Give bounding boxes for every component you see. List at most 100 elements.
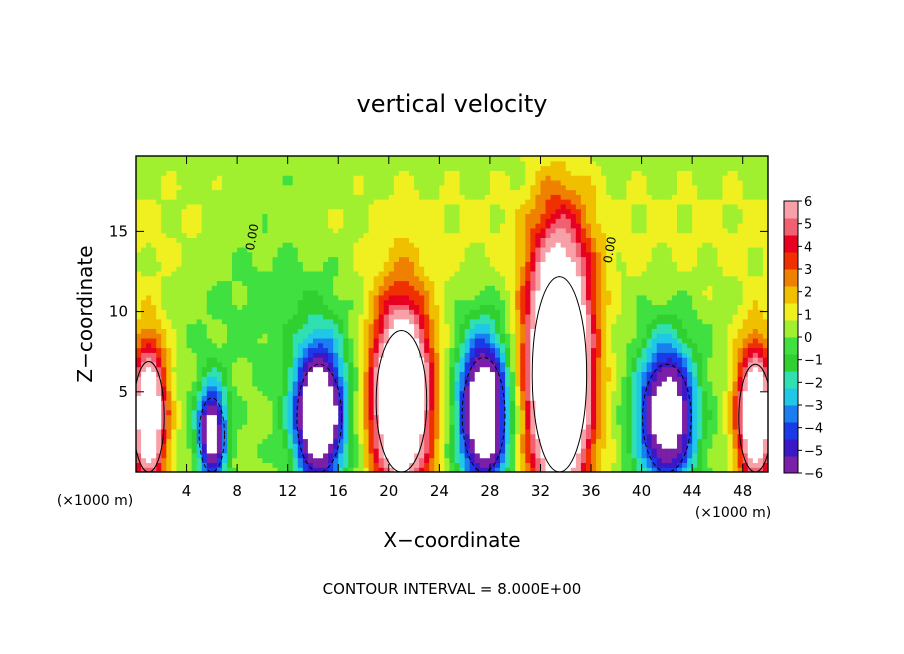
field-cell xyxy=(272,457,279,464)
field-cell xyxy=(398,400,405,406)
field-cell xyxy=(307,194,314,200)
field-cell xyxy=(242,232,248,238)
field-cell xyxy=(287,428,294,435)
field-cell xyxy=(292,232,299,238)
field-cell xyxy=(196,452,203,459)
field-cell xyxy=(227,467,233,472)
field-cell xyxy=(232,299,238,306)
field-cell xyxy=(267,443,274,449)
field-cell xyxy=(257,357,263,363)
field-cell xyxy=(353,390,360,396)
field-cell xyxy=(444,237,451,243)
field-cell xyxy=(515,452,521,459)
field-cell xyxy=(388,251,395,258)
field-cell xyxy=(221,414,228,420)
field-cell xyxy=(141,419,147,425)
field-cell xyxy=(510,242,516,248)
field-cell xyxy=(469,337,476,344)
field-cell xyxy=(439,419,446,425)
field-cell xyxy=(242,184,248,191)
field-cell xyxy=(439,170,446,176)
field-cell xyxy=(196,457,203,464)
field-cell xyxy=(419,290,425,296)
field-cell xyxy=(307,261,314,267)
field-cell xyxy=(333,194,339,200)
field-cell xyxy=(292,299,299,306)
field-cell xyxy=(146,337,152,344)
field-cell xyxy=(282,189,289,195)
field-cell xyxy=(242,428,248,435)
field-cell xyxy=(156,304,162,310)
field-cell xyxy=(409,156,415,162)
field-cell xyxy=(403,299,410,306)
field-cell xyxy=(449,361,456,368)
field-cell xyxy=(146,199,152,205)
field-cell xyxy=(414,333,420,339)
field-cell xyxy=(297,448,304,454)
field-cell xyxy=(459,352,466,358)
field-cell xyxy=(292,457,299,464)
field-cell xyxy=(151,184,157,191)
field-cell xyxy=(474,175,481,181)
field-cell xyxy=(216,443,223,449)
field-cell xyxy=(262,199,269,205)
field-cell xyxy=(227,352,233,358)
field-cell xyxy=(257,381,263,387)
field-cell xyxy=(444,170,451,176)
field-cell xyxy=(444,448,451,454)
field-cell xyxy=(277,208,284,215)
field-cell xyxy=(181,366,188,373)
field-cell xyxy=(227,223,233,229)
field-cell xyxy=(373,160,380,167)
field-cell xyxy=(454,175,461,181)
field-cell xyxy=(434,371,440,377)
field-cell xyxy=(515,395,521,401)
field-cell xyxy=(151,309,157,315)
field-cell xyxy=(211,170,218,176)
field-cell xyxy=(262,366,269,373)
field-cell xyxy=(515,448,521,454)
field-cell xyxy=(272,438,279,444)
field-cell xyxy=(414,290,420,296)
field-cell xyxy=(479,457,486,464)
field-cell xyxy=(186,232,193,238)
field-cell xyxy=(434,452,440,459)
field-cell xyxy=(449,266,456,272)
field-cell xyxy=(444,390,451,396)
field-cell xyxy=(338,156,344,162)
field-cell xyxy=(494,270,501,277)
field-cell xyxy=(500,290,506,296)
field-cell xyxy=(449,165,456,171)
field-cell xyxy=(454,160,461,167)
field-cell xyxy=(434,179,440,186)
field-cell xyxy=(449,342,456,349)
field-cell xyxy=(257,390,263,396)
field-cell xyxy=(201,184,208,191)
field-cell xyxy=(378,333,385,339)
field-cell xyxy=(216,323,223,329)
field-cell xyxy=(449,381,456,387)
field-cell xyxy=(151,448,157,454)
field-cell xyxy=(383,275,390,282)
field-cell xyxy=(424,199,430,205)
field-cell xyxy=(282,270,289,277)
field-cell xyxy=(358,333,365,339)
field-cell xyxy=(216,385,223,392)
field-cell xyxy=(459,299,466,306)
field-cell xyxy=(146,304,152,310)
field-cell xyxy=(237,242,243,248)
field-cell xyxy=(363,203,370,210)
field-cell xyxy=(398,199,405,205)
field-cell xyxy=(424,438,430,444)
field-cell xyxy=(333,170,339,176)
field-cell xyxy=(378,237,385,243)
field-cell xyxy=(398,323,405,329)
field-cell xyxy=(216,237,223,243)
field-cell xyxy=(378,242,385,248)
field-cell xyxy=(328,438,334,444)
field-cell xyxy=(247,165,253,171)
field-cell xyxy=(494,443,501,449)
field-cell xyxy=(232,314,238,320)
field-cell xyxy=(232,366,238,373)
